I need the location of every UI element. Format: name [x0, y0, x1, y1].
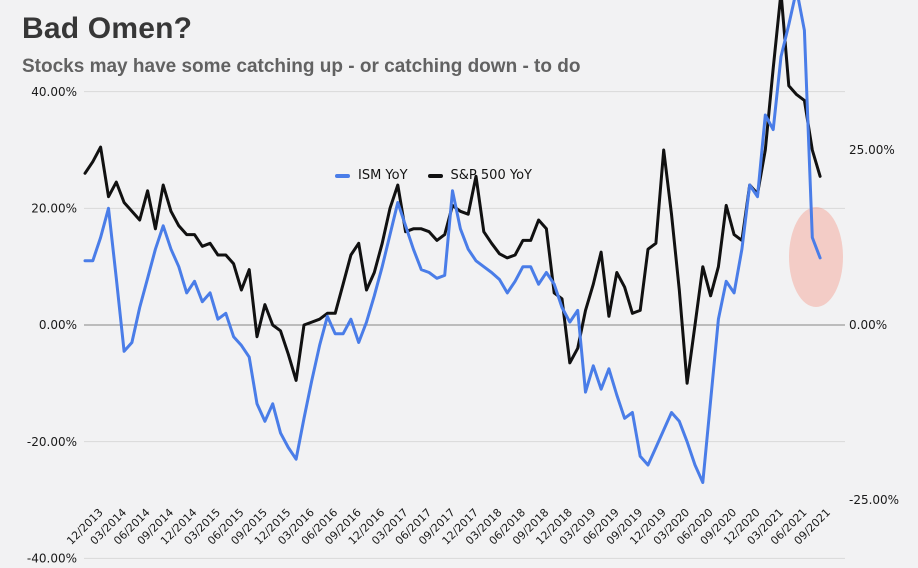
- chart-legend: ISM YoY S&P 500 YoY: [335, 168, 532, 183]
- ism-line-swatch: [335, 173, 350, 178]
- left-axis-tick-label: -20.00%: [27, 435, 77, 449]
- page-title: Bad Omen?: [22, 12, 193, 45]
- sp500-legend-label: S&P 500 YoY: [450, 168, 532, 183]
- right-axis-tick-label: 25.00%: [849, 143, 895, 157]
- page-subtitle: Stocks may have some catching up - or ca…: [22, 56, 581, 77]
- ism-legend-label: ISM YoY: [358, 168, 408, 183]
- left-axis-tick-label: 40.00%: [31, 85, 77, 99]
- right-axis-tick-label: 0.00%: [849, 318, 887, 332]
- legend-item-sp500: S&P 500 YoY: [427, 168, 532, 183]
- left-axis-tick-label: 0.00%: [39, 318, 77, 332]
- ism-line: [83, 0, 822, 484]
- legend-item-ism: ISM YoY: [335, 168, 408, 183]
- left-axis-tick-label: 20.00%: [31, 202, 77, 216]
- left-axis-tick-label: -40.00%: [27, 552, 77, 566]
- right-axis-tick-label: -25.00%: [849, 493, 899, 507]
- sp500-line-swatch: [427, 173, 443, 178]
- highlight-ellipse: [789, 207, 843, 307]
